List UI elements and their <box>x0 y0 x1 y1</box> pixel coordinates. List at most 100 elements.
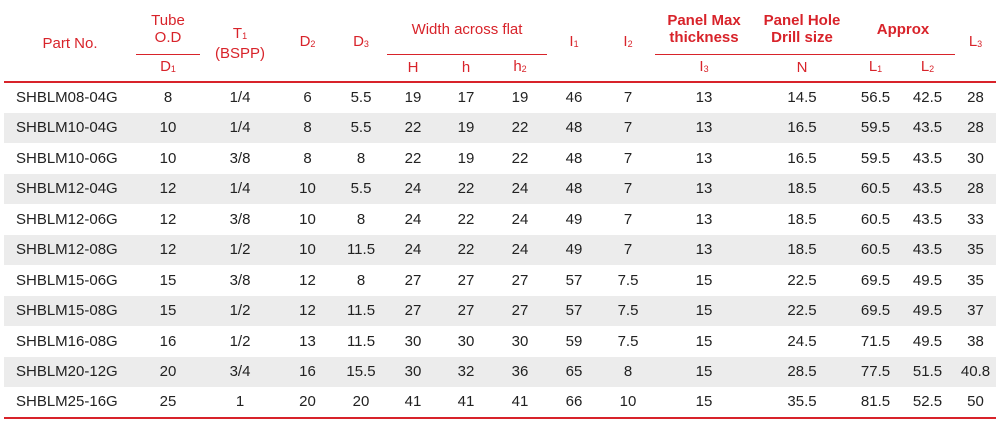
table-cell: 52.5 <box>912 393 943 411</box>
table-cell: 11.5 <box>346 241 376 259</box>
table-cell: 12 <box>159 241 177 259</box>
table-cell: 25 <box>159 393 177 411</box>
header-d2: D2 <box>280 5 335 82</box>
table-cell: 66 <box>565 393 583 411</box>
table-cell: 16.5 <box>787 119 817 137</box>
header-L2: L2 <box>900 54 955 82</box>
table-cell: 8 <box>623 363 633 381</box>
table-cell: 5.5 <box>350 180 372 198</box>
table-cell: 27 <box>457 302 475 320</box>
table-cell: 40.8 <box>960 363 991 381</box>
table-cell: 8 <box>356 149 366 167</box>
table-cell: 1 <box>235 393 245 411</box>
table-cell: 22.5 <box>787 302 817 320</box>
table-cell: 1/4 <box>229 89 251 107</box>
table-cell: 13 <box>299 332 316 350</box>
header-d2-sub: 2 <box>310 39 316 49</box>
table-cell: 7 <box>623 149 633 167</box>
table-cell: 41 <box>511 393 529 411</box>
table-cell: 60.5 <box>860 180 891 198</box>
table-cell: 16 <box>159 332 177 350</box>
table-cell: 43.5 <box>912 210 943 228</box>
table-cell: 24 <box>404 210 422 228</box>
header-L3-letter: L <box>968 33 978 50</box>
table-header: Part No. Tube O.D T1 (BSPP) D2 D3 Width a… <box>4 5 997 82</box>
table-cell: 19 <box>457 149 475 167</box>
table-row: SHBLM12-06G 12 3/8 10 8 24 22 24 49 7 13 18.5 60.5 43… <box>4 204 996 235</box>
header-L1: L1 <box>851 54 900 82</box>
table-cell: 15 <box>695 393 713 411</box>
header-width-across-flat: Width across flat <box>387 5 548 55</box>
table-cell: 43.5 <box>912 149 943 167</box>
header-d3-letter: D <box>353 33 364 50</box>
table-cell: 57 <box>565 302 583 320</box>
table-cell: 24.5 <box>787 332 817 350</box>
table-cell: 3/8 <box>229 271 251 289</box>
table-cell: 56.5 <box>860 89 891 107</box>
table-cell: 10 <box>619 393 637 411</box>
table-cell: 60.5 <box>860 210 891 228</box>
part-number-cell: SHBLM16-08G <box>16 332 118 350</box>
table-cell: 6 <box>303 89 312 107</box>
table-cell: 22 <box>457 241 475 259</box>
table-cell: 1/4 <box>229 119 251 137</box>
header-tube-od: Tube O.D <box>136 5 200 55</box>
table-cell: 43.5 <box>912 241 943 259</box>
header-L3-sub: 3 <box>977 39 983 49</box>
table-cell: 30 <box>404 332 422 350</box>
header-h2-sub: 2 <box>521 63 527 74</box>
table-cell: 48 <box>565 180 583 198</box>
table-cell: 22 <box>457 180 475 198</box>
header-panel-max-thickness: Panel Max thickness <box>655 5 754 55</box>
table-cell: 65 <box>565 363 583 381</box>
header-d1-sub: 1 <box>170 63 176 74</box>
header-l2: I2 <box>601 5 655 82</box>
table-cell: 43.5 <box>912 180 943 198</box>
table-cell: 50 <box>967 393 984 411</box>
part-number-cell: SHBLM20-12G <box>16 363 118 381</box>
table-cell: 22 <box>404 119 422 137</box>
table-cell: 13 <box>695 180 713 198</box>
table-cell: 15 <box>695 363 713 381</box>
table-cell: 5.5 <box>350 119 372 137</box>
table-cell: 12 <box>159 180 177 198</box>
table-cell: 11.5 <box>346 302 376 320</box>
table-cell: 7 <box>623 241 633 259</box>
table-cell: 15 <box>159 271 177 289</box>
table-cell: 15 <box>695 271 713 289</box>
table-row: SHBLM25-16G 25 1 20 20 41 41 41 66 10 15 35.5 81.5 52… <box>4 387 996 418</box>
table-cell: 57 <box>565 271 583 289</box>
table-row: SHBLM12-04G 12 1/4 10 5.5 24 22 24 48 7 13 18.5 60.5… <box>4 173 997 204</box>
header-N: N <box>796 59 808 77</box>
table-cell: 24 <box>511 180 529 198</box>
table-cell: 49.5 <box>912 271 943 289</box>
part-number-cell: SHBLM12-08G <box>16 241 118 259</box>
table-cell: 19 <box>404 89 422 107</box>
table-cell: 28 <box>967 89 984 107</box>
table-cell: 7.5 <box>617 302 639 320</box>
part-number-cell: SHBLM10-06G <box>16 149 118 167</box>
table-cell: 10 <box>159 119 177 137</box>
header-h2: h2 <box>493 54 547 82</box>
header-approx: Approx <box>851 5 956 55</box>
table-cell: 32 <box>457 363 475 381</box>
table-cell: 17 <box>457 89 475 107</box>
part-number-cell: SHBLM15-06G <box>16 271 118 289</box>
table-cell: 49.5 <box>912 332 943 350</box>
header-l2-letter: I <box>623 33 628 50</box>
header-L2-letter: L <box>920 57 930 75</box>
table-cell: 3/4 <box>229 363 251 381</box>
table-cell: 33 <box>967 210 984 228</box>
table-cell: 30 <box>457 332 475 350</box>
table-cell: 28 <box>967 119 984 137</box>
header-l3-sub: 3 <box>703 63 709 74</box>
header-L3: L3 <box>955 5 996 82</box>
table-cell: 27 <box>404 271 422 289</box>
header-d3-sub: 3 <box>363 39 369 49</box>
part-number-cell: SHBLM10-04G <box>16 119 118 137</box>
table-body: SHBLM08-04G 8 1/4 6 5.5 19 17 19 46 7 13 14.5 56.5 42… <box>4 82 997 418</box>
table-cell: 43.5 <box>912 119 943 137</box>
table-cell: 12 <box>159 210 177 228</box>
table-cell: 35 <box>967 271 984 289</box>
table-cell: 12 <box>299 302 316 320</box>
